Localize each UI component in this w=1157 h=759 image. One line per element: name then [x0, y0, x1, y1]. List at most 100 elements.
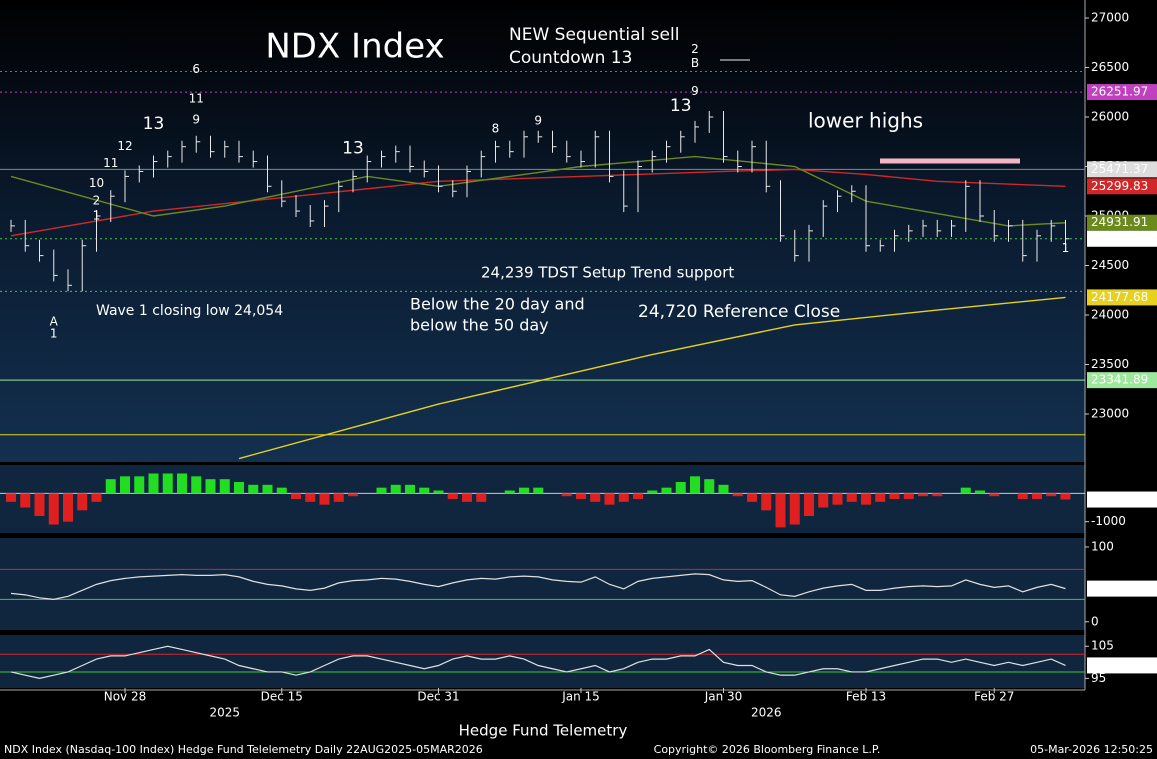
histogram-bar — [433, 490, 444, 494]
histogram-bar — [889, 493, 900, 499]
y-tick-label: 24177.68 — [1091, 290, 1148, 304]
sequential-count: A — [50, 314, 59, 328]
annotation: below the 50 day — [410, 316, 549, 335]
y-tick-label: 99.0312 — [1091, 658, 1141, 672]
histogram-bar — [647, 490, 658, 494]
histogram-bar — [604, 493, 615, 505]
histogram-bar — [77, 493, 88, 511]
histogram-bar — [775, 493, 786, 528]
sequential-count: 9 — [691, 84, 699, 98]
annotation: Countdown 13 — [509, 48, 632, 68]
sequential-count: 1 — [1062, 241, 1070, 255]
histogram-bar — [590, 493, 601, 502]
histogram-bar — [191, 476, 202, 494]
y-tick-label: 26251.97 — [1091, 85, 1148, 99]
x-tick-label: Jan 15 — [561, 690, 600, 704]
y-tick-label: 23341.89 — [1091, 373, 1148, 387]
oscillator-line — [10, 645, 1066, 679]
histogram-bar — [533, 487, 544, 494]
footer-right: 05-Mar-2026 12:50:25 — [1030, 743, 1153, 756]
histogram-bar — [747, 493, 757, 502]
histogram-bar — [975, 490, 985, 494]
annotation: 24,239 TDST Setup Trend support — [481, 264, 734, 282]
histogram-bar — [276, 487, 287, 494]
histogram-bar — [405, 484, 415, 494]
y-tick-label: 24000 — [1091, 307, 1129, 321]
histogram-bar — [690, 476, 700, 494]
histogram-bar — [219, 479, 230, 494]
value-label-bg — [1087, 289, 1157, 306]
y-tick-label: 24500 — [1091, 258, 1129, 272]
histogram-bar — [305, 493, 316, 502]
value-label-bg — [1087, 230, 1157, 247]
histogram-bar — [462, 493, 472, 502]
y-tick-label: 105 — [1091, 639, 1114, 653]
histogram-bar — [390, 484, 401, 494]
y-tick-label: 44.321 — [1091, 581, 1133, 595]
histogram-bar — [91, 493, 102, 502]
annotation: NEW Sequential sell — [509, 25, 679, 45]
x-tick-label: Dec 15 — [261, 690, 303, 704]
y-tick-label: 0 — [1091, 614, 1099, 628]
sequential-count: 13 — [143, 114, 165, 134]
sequential-count: 1 — [93, 209, 101, 223]
histogram-bar — [34, 493, 45, 516]
y-tick-label: 24770.08 — [1091, 231, 1148, 245]
histogram-bar — [960, 487, 971, 494]
histogram-bar — [789, 493, 800, 525]
y-tick-label: 26500 — [1091, 60, 1129, 74]
y-tick-label: 24931.91 — [1091, 215, 1148, 229]
histogram-bar — [704, 479, 715, 494]
histogram-bar — [234, 482, 244, 494]
sequential-count: 8 — [492, 121, 500, 135]
moving-average — [10, 168, 1066, 237]
histogram-bar — [861, 493, 871, 505]
histogram-bar — [718, 484, 729, 494]
histogram-bar — [875, 493, 886, 502]
moving-average — [238, 296, 1066, 460]
histogram-bar — [519, 487, 529, 494]
histogram-bar — [262, 484, 273, 494]
value-label-bg — [1087, 84, 1157, 101]
sequential-count: 11 — [103, 156, 118, 170]
histogram-bar — [1060, 493, 1071, 500]
histogram-bar — [376, 487, 387, 494]
histogram-bar — [732, 493, 743, 497]
sequential-count: 10 — [89, 176, 104, 190]
x-tick-label: Dec 31 — [417, 690, 459, 704]
osc-panel — [0, 635, 1085, 688]
histogram-bar — [20, 493, 31, 508]
histogram-bar — [291, 493, 301, 499]
histogram-bar — [661, 487, 672, 494]
y-tick-label: 95 — [1091, 671, 1106, 685]
sequential-count: 1 — [50, 326, 58, 340]
annotation: Wave 1 closing low 24,054 — [96, 303, 283, 319]
value-label-bg — [1087, 214, 1157, 231]
histogram-bar — [561, 493, 572, 497]
y-tick-label: 25471.37 — [1091, 162, 1148, 176]
annotation: lower highs — [808, 109, 923, 133]
histogram-bar — [63, 493, 73, 522]
histogram-bar — [504, 490, 515, 494]
value-label-bg — [1087, 372, 1157, 389]
annotation: Below the 20 day and — [410, 295, 585, 314]
y-tick-label: 25299.83 — [1091, 179, 1148, 193]
histogram-bar — [1046, 493, 1057, 497]
value-label-bg — [1087, 178, 1157, 195]
histogram-bar — [618, 493, 629, 502]
histogram-bar — [148, 473, 159, 494]
histogram-bar — [818, 493, 829, 508]
histogram-bar — [333, 493, 344, 502]
histogram-bar — [205, 479, 216, 494]
year-label: 2025 — [209, 706, 240, 720]
y-tick-label: 27000 — [1091, 11, 1129, 25]
sequential-count: 13 — [670, 96, 692, 116]
x-tick-label: Feb 27 — [974, 690, 1014, 704]
histogram-bar — [633, 493, 643, 499]
sequential-count: 13 — [342, 139, 364, 159]
histogram-bar — [576, 493, 586, 499]
histogram-bar — [675, 482, 686, 494]
histogram-bar — [804, 493, 814, 516]
histogram-bar — [48, 493, 59, 525]
y-tick-label: -219.0547 — [1091, 492, 1153, 506]
